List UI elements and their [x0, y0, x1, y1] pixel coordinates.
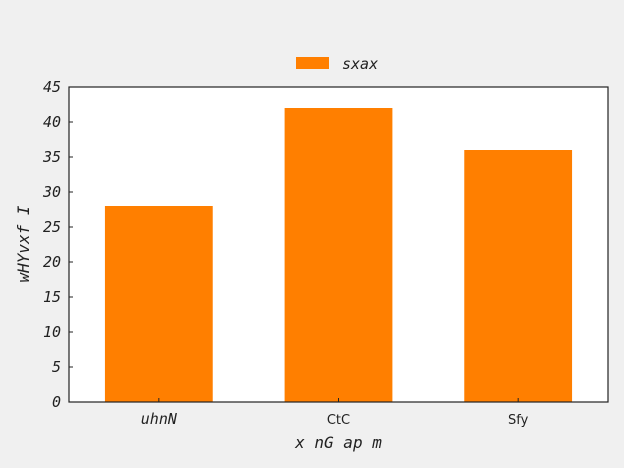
x-axis-ticks: uhnN CtC Sfy — [141, 398, 529, 428]
bar-uhnN — [104, 206, 213, 402]
x-tick-label: Sfy — [508, 413, 529, 428]
y-tick-label: 15 — [43, 288, 61, 306]
legend-swatch — [296, 57, 329, 69]
y-tick-label: 40 — [43, 113, 61, 131]
bar-Sfy — [464, 150, 573, 402]
x-axis-label: x nG ap m — [294, 433, 382, 452]
x-tick-label: CtC — [327, 413, 350, 428]
y-axis-label: wHYvxf I — [14, 205, 33, 282]
y-tick-label: 20 — [43, 253, 61, 271]
y-tick-label: 30 — [42, 183, 61, 201]
x-tick-label: uhnN — [141, 410, 178, 428]
y-tick-label: 45 — [43, 78, 61, 96]
y-tick-label: 10 — [43, 323, 61, 341]
y-tick-label: 25 — [43, 218, 61, 236]
y-tick-label: 5 — [52, 358, 61, 376]
plot-frame — [68, 86, 609, 403]
legend: sxax — [296, 55, 378, 73]
y-tick-label: 0 — [52, 393, 61, 411]
bar-CtC — [284, 108, 393, 402]
bars — [104, 108, 573, 402]
y-axis-ticks: 0 5 10 15 20 25 30 35 40 45 — [42, 78, 73, 411]
legend-label: sxax — [342, 55, 378, 73]
y-tick-label: 35 — [42, 148, 61, 166]
